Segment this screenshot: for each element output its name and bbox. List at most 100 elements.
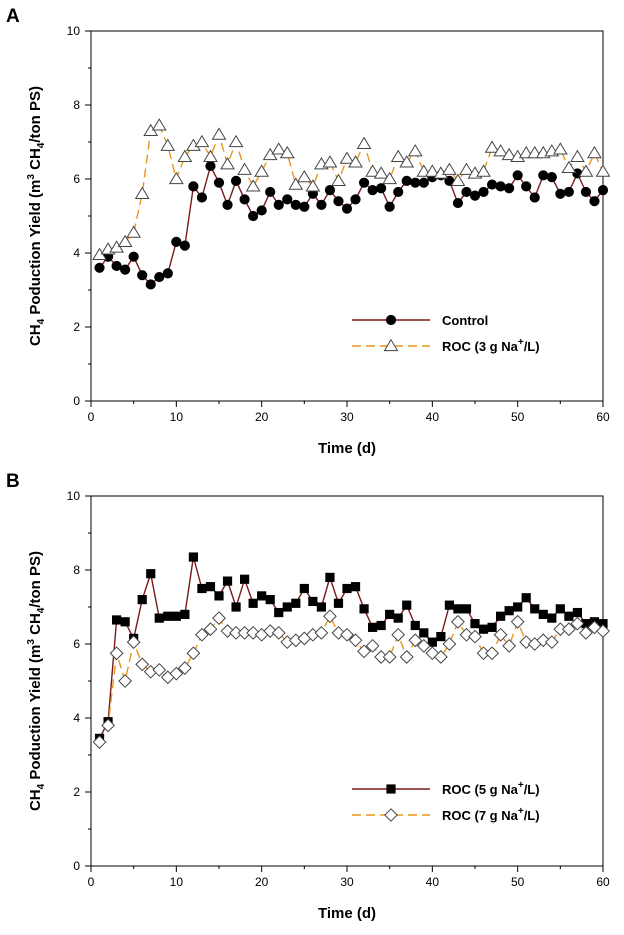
series-2-point (451, 614, 465, 629)
x-tick-label: 10 (170, 875, 184, 889)
series-1-point (478, 624, 489, 634)
series-1-point (282, 602, 292, 612)
series-1-point (496, 611, 506, 621)
series-1-point (265, 186, 276, 198)
y-tick-label: 8 (73, 563, 80, 577)
series-1-point (504, 606, 514, 616)
series-1-point (521, 181, 532, 192)
series-1-point (529, 192, 540, 203)
series-1-point (299, 201, 310, 212)
series-1-point (325, 572, 335, 582)
series-1-point (333, 196, 344, 207)
series-1-point (128, 251, 139, 262)
series-2-point (484, 140, 500, 153)
series-2-point (536, 633, 551, 648)
series-2-point (203, 149, 218, 162)
series-1-point (580, 186, 592, 198)
series-2-point (356, 136, 372, 149)
series-1-point (316, 602, 326, 612)
series-2-point (194, 134, 210, 148)
series-2-point (450, 173, 466, 186)
series-1-point (546, 172, 557, 183)
series-1-point (273, 199, 284, 210)
series-1-point (214, 591, 224, 601)
series-2-point (288, 177, 304, 190)
x-axis-title: Time (d) (318, 905, 376, 922)
series-2-point (348, 633, 363, 648)
y-tick-label: 2 (73, 320, 80, 334)
series-2-point (126, 225, 142, 238)
series-2-point (365, 164, 380, 177)
legend-label-1: ROC (5 g Na+/L) (442, 780, 540, 797)
series-2-point (177, 661, 192, 675)
series-2-point (168, 171, 184, 185)
series-1-point (495, 181, 506, 192)
y-tick-label: 4 (73, 711, 80, 725)
series-1-point (350, 194, 361, 205)
series-1-point (564, 611, 574, 621)
series-2-point (92, 735, 107, 749)
series-2-point (544, 635, 559, 650)
series-2-point (501, 147, 517, 161)
series-2-point (561, 622, 576, 637)
series-1-point (359, 604, 369, 614)
series-1-point (368, 622, 378, 632)
series-2-point (442, 637, 457, 651)
series-2-point (382, 171, 398, 185)
series-1-point (205, 160, 216, 172)
series-2-point (211, 127, 227, 140)
series-2-point (399, 650, 414, 664)
series-2-point (552, 142, 568, 155)
series-1-point (521, 593, 531, 603)
series-2-point (305, 179, 321, 192)
series-1-point (196, 192, 208, 203)
series-1-point (597, 185, 609, 196)
x-tick-label: 20 (255, 410, 269, 424)
series-1-point (385, 609, 395, 619)
series-2-point (390, 149, 406, 162)
x-tick-label: 20 (255, 875, 269, 889)
series-1-point (154, 271, 165, 283)
series-1-point (547, 613, 557, 623)
series-1-point (461, 186, 472, 198)
series-1-point (401, 175, 412, 186)
series-1-point (555, 188, 566, 199)
series-2-point (254, 164, 270, 177)
x-tick-label: 50 (511, 410, 525, 424)
series-2-point (485, 646, 499, 661)
series-1-point (436, 632, 446, 642)
series-2-point (348, 155, 363, 168)
series-1-point (274, 607, 284, 618)
series-1-point (410, 620, 420, 631)
series-2-point (271, 142, 287, 155)
series-1-point (316, 199, 327, 210)
series-2-point (220, 157, 235, 170)
series-1-point (248, 210, 259, 222)
series-1-point (376, 620, 386, 631)
series-1-point (265, 595, 275, 605)
series-1-point (188, 181, 199, 192)
y-tick-label: 10 (67, 489, 81, 503)
series-2-point (195, 627, 209, 642)
series-2-point (365, 638, 380, 653)
series-1-point (299, 583, 309, 594)
series-1-point (290, 199, 301, 210)
x-tick-label: 30 (340, 875, 354, 889)
series-1-point (470, 619, 480, 629)
series-1-point (163, 611, 173, 621)
series-2-point (579, 625, 593, 640)
series-2-point (322, 155, 338, 168)
legend-marker-1 (385, 314, 397, 326)
series-2-point (459, 162, 474, 175)
series-2-point (228, 134, 244, 148)
series-1-point (222, 199, 233, 210)
series-1-point (145, 279, 156, 290)
series-1-point (146, 569, 156, 579)
series-2-point (578, 164, 594, 177)
series-1-point (384, 201, 395, 212)
series-2-point (186, 646, 201, 661)
series-1-point (563, 186, 574, 198)
x-tick-label: 10 (170, 410, 184, 424)
series-1-point (513, 602, 523, 612)
series-1-point (376, 183, 387, 194)
